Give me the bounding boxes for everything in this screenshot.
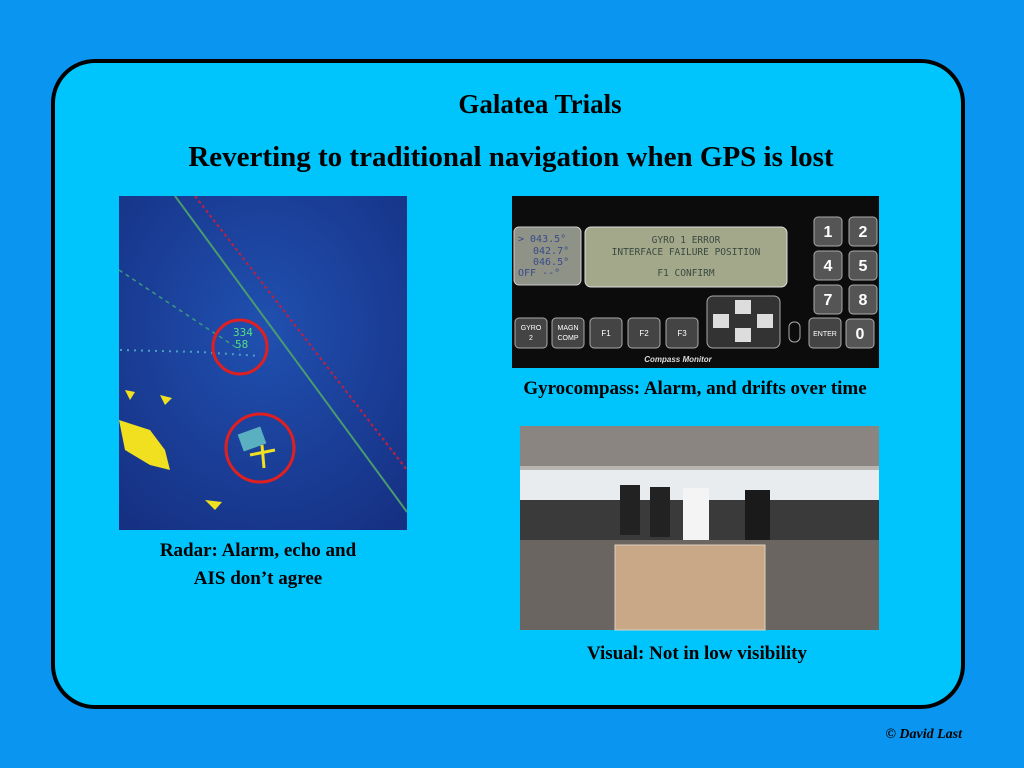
button-label: 2	[529, 335, 533, 342]
message: INTERFACE FAILURE POSITION	[612, 247, 761, 258]
indicator	[788, 321, 801, 343]
message: GYRO 1 ERROR	[652, 235, 721, 246]
arrow-pad	[706, 295, 781, 349]
key	[848, 250, 878, 281]
track-line	[194, 196, 407, 471]
key	[845, 318, 875, 349]
chart-table	[614, 544, 766, 631]
button-label: MAGN	[558, 325, 579, 332]
subtitle: Reverting to traditional navigation when…	[188, 141, 834, 173]
key-label: 5	[859, 258, 868, 275]
arrow-key	[757, 314, 773, 328]
button	[551, 317, 585, 349]
officer	[683, 488, 709, 540]
key	[813, 250, 843, 281]
message: F1 CONFIRM	[657, 268, 714, 279]
button-label: GYRO	[521, 325, 542, 332]
button	[808, 317, 842, 349]
arrow-key	[735, 300, 751, 314]
officer	[620, 485, 640, 535]
caption: AIS don’t agree	[194, 568, 322, 589]
button-label: F2	[639, 329, 649, 338]
arrow-key	[713, 314, 729, 328]
land-echo	[119, 420, 170, 470]
alarm-circle	[224, 412, 296, 484]
reading: 046.5°	[533, 257, 569, 268]
message-display	[584, 226, 788, 288]
bridge-image	[520, 426, 879, 631]
button-label: F3	[677, 329, 687, 338]
gyro-image: > 043.5° 042.7° 046.5° OFF --° GYRO 1 ER…	[512, 196, 879, 368]
key-label: 4	[824, 258, 833, 275]
caption: Radar: Alarm, echo and	[160, 540, 357, 561]
reading: > 043.5°	[518, 234, 566, 245]
button	[665, 317, 699, 349]
title: Galatea Trials	[458, 89, 621, 119]
ais-vector	[119, 269, 241, 351]
ais-label: 334	[233, 326, 253, 339]
alarm-circle	[211, 318, 269, 376]
caption: Gyrocompass: Alarm, and drifts over time	[523, 378, 866, 399]
reading-display	[513, 226, 582, 286]
heading-line	[174, 196, 407, 513]
reading: 042.7°	[533, 246, 569, 257]
key-label: 8	[859, 292, 868, 309]
clutter	[119, 349, 261, 357]
key	[813, 284, 843, 315]
button-label: ENTER	[813, 331, 837, 338]
key-label: 0	[856, 326, 865, 343]
key-label: 1	[824, 224, 833, 241]
radar-image: 334 58	[119, 196, 407, 530]
button	[514, 317, 548, 349]
brand: Compass Monitor	[644, 355, 712, 364]
button	[627, 317, 661, 349]
chair	[745, 490, 770, 540]
target-mark	[249, 444, 276, 469]
key	[848, 284, 878, 315]
button	[589, 317, 623, 349]
arrow-key	[735, 328, 751, 342]
ceiling	[520, 426, 879, 466]
copyright: © David Last	[885, 727, 963, 742]
target-echo	[237, 426, 267, 452]
officer	[650, 487, 670, 537]
ais-label: 58	[235, 338, 248, 351]
key	[813, 216, 843, 247]
reading: OFF --°	[518, 268, 560, 279]
key-label: 7	[824, 292, 833, 309]
key	[848, 216, 878, 247]
button-label: COMP	[558, 335, 579, 342]
button-label: F1	[601, 329, 611, 338]
key-label: 2	[859, 224, 868, 241]
caption: Visual: Not in low visibility	[587, 643, 807, 664]
